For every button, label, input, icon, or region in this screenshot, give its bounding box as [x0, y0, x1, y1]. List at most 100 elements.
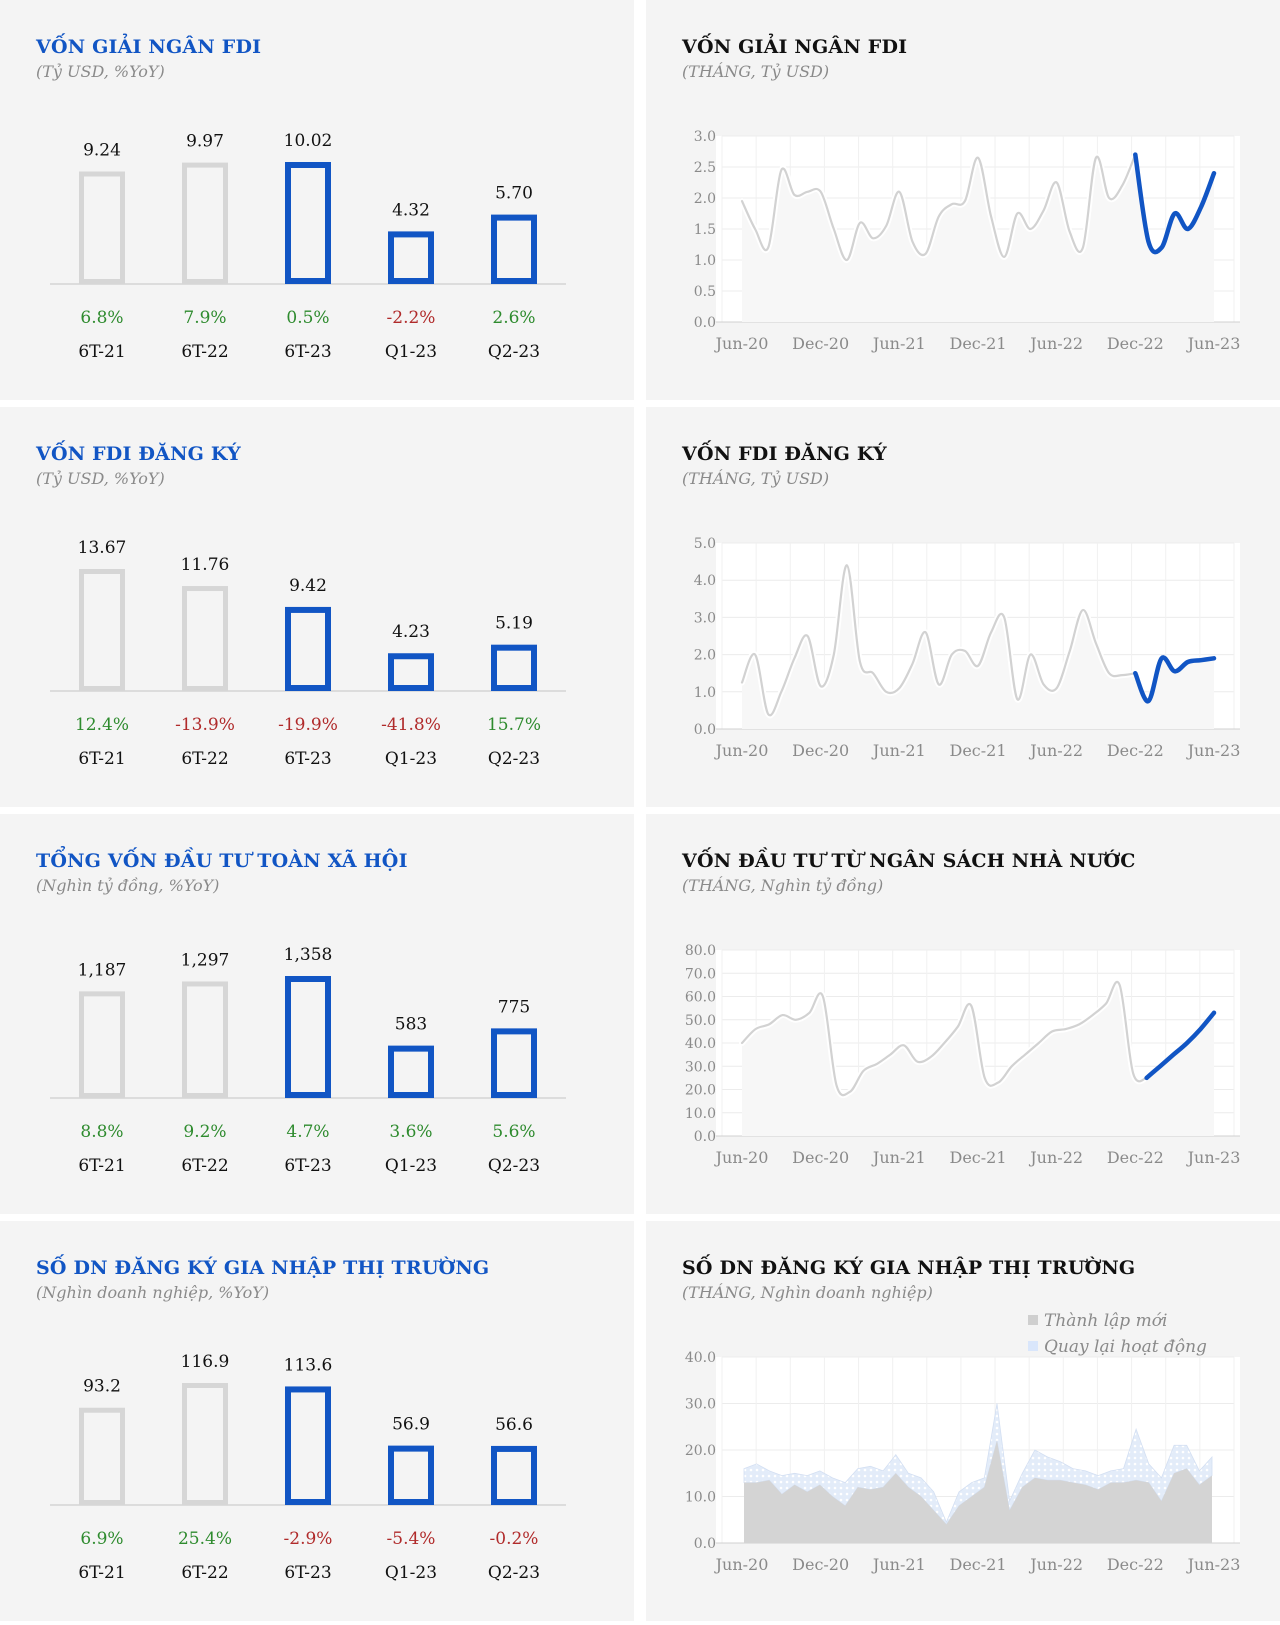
- yoy-label: 6.9%: [80, 1529, 123, 1549]
- left-panel-1: VỐN GIẢI NGÂN FDI (Tỷ USD, %YoY) 9.24 6.8% 6…: [0, 0, 634, 400]
- bar-value-label: 116.9: [181, 1352, 230, 1372]
- panel-subtitle: (THÁNG, Nghìn tỷ đồng): [682, 876, 884, 895]
- bar-value-label: 56.6: [495, 1415, 533, 1435]
- y-tick-label: 30.0: [685, 1397, 716, 1413]
- y-tick-label: 40.0: [685, 1036, 716, 1052]
- x-tick-label: Jun-22: [1028, 1555, 1083, 1574]
- x-tick-label: Dec-22: [1107, 1148, 1164, 1167]
- bar-6t-23: [285, 162, 331, 284]
- x-tick-label: Dec-22: [1107, 741, 1164, 760]
- x-tick-label: Dec-21: [949, 741, 1006, 760]
- y-tick-label: 80.0: [685, 943, 716, 959]
- y-tick-label: 20.0: [685, 1443, 716, 1459]
- panel-title: TỔNG VỐN ĐẦU TƯ TOÀN XÃ HỘI: [36, 850, 408, 872]
- bar-value-label: 1,358: [284, 945, 333, 965]
- panel-subtitle: (Nghìn doanh nghiệp, %YoY): [36, 1283, 270, 1302]
- bar-6t-21: [79, 991, 125, 1099]
- bar-value-label: 9.42: [289, 576, 327, 596]
- category-label: Q1-23: [385, 342, 437, 362]
- panel-subtitle: (THÁNG, Tỷ USD): [682, 62, 830, 81]
- bar-6t-22: [182, 1383, 228, 1505]
- yoy-label: 6.8%: [80, 308, 123, 328]
- bar-q2-23: [491, 644, 537, 692]
- line-area-fill: [742, 152, 1214, 322]
- y-tick-label: 2.5: [694, 160, 716, 176]
- panel-subtitle: (Tỷ USD, %YoY): [36, 469, 165, 488]
- bar-value-label: 9.97: [186, 132, 224, 152]
- x-tick-label: Jun-22: [1028, 334, 1083, 353]
- line-current-series: [1133, 152, 1217, 255]
- category-label: Q2-23: [488, 749, 540, 769]
- panel-title: SỐ DN ĐĂNG KÝ GIA NHẬP THỊ TRƯỜNG: [36, 1257, 490, 1279]
- bar-q1-23: [388, 653, 434, 691]
- bar-value-label: 1,187: [78, 960, 127, 980]
- bar-6t-21: [79, 569, 125, 691]
- x-tick-label: Jun-21: [871, 1555, 926, 1574]
- y-tick-label: 70.0: [685, 966, 716, 982]
- x-tick-label: Dec-22: [1107, 334, 1164, 353]
- bar-value-label: 56.9: [392, 1415, 430, 1435]
- bar-chart: 1,187 8.8% 6T-21 1,297 9.2% 6T-22 1,358 4.7% 6T-…: [50, 945, 566, 1176]
- y-tick-label: 0.0: [694, 722, 716, 738]
- bar-value-label: 10.02: [284, 131, 333, 151]
- left-panel-3: TỔNG VỐN ĐẦU TƯ TOÀN XÃ HỘI (Nghìn tỷ đồn…: [0, 814, 634, 1214]
- category-label: 6T-23: [284, 749, 331, 769]
- bar-value-label: 775: [498, 997, 530, 1017]
- panel-title: VỐN FDI ĐĂNG KÝ: [36, 443, 241, 465]
- y-tick-label: 3.0: [694, 129, 716, 145]
- category-label: 6T-23: [284, 1156, 331, 1176]
- bar-value-label: 583: [395, 1015, 427, 1035]
- right-panel-3: VỐN ĐẦU TƯ TỪ NGÂN SÁCH NHÀ NƯỚC (THÁNG, …: [646, 814, 1280, 1214]
- line-current-series: [1133, 655, 1217, 704]
- category-label: 6T-23: [284, 342, 331, 362]
- bar-chart: 9.24 6.8% 6T-21 9.97 7.9% 6T-22 10.02 0.5% 6T-23…: [50, 131, 566, 362]
- yoy-label: -19.9%: [278, 715, 338, 735]
- x-tick-label: Jun-20: [714, 334, 769, 353]
- y-tick-label: 2.0: [694, 191, 716, 207]
- x-tick-label: Jun-22: [1028, 741, 1083, 760]
- line-past-series: [740, 981, 1148, 1097]
- category-label: 6T-21: [78, 749, 125, 769]
- y-tick-label: 10.0: [685, 1490, 716, 1506]
- category-label: Q1-23: [385, 1156, 437, 1176]
- area-chart: 0.0 10.0 20.0 30.0 40.0 Jun-20 Dec-20 Jun-21 Dec…: [685, 1350, 1241, 1574]
- y-tick-label: 60.0: [685, 990, 716, 1006]
- right-panel-2: VỐN FDI ĐĂNG KÝ (THÁNG, Tỷ USD) 0.0 1.0 2.0 3…: [646, 407, 1280, 807]
- x-tick-label: Jun-23: [1186, 334, 1241, 353]
- x-tick-label: Jun-21: [871, 741, 926, 760]
- panel-title: SỐ DN ĐĂNG KÝ GIA NHẬP THỊ TRƯỜNG: [682, 1257, 1136, 1279]
- x-tick-label: Jun-23: [1186, 1148, 1241, 1167]
- line-chart: 0.0 10.0 20.0 30.0 40.0 50.0 60.0 70.0 80.0 Jun-2…: [685, 943, 1241, 1167]
- y-tick-label: 4.0: [694, 573, 716, 589]
- y-tick-label: 30.0: [685, 1059, 716, 1075]
- bar-value-label: 13.67: [78, 538, 127, 558]
- panel-title: VỐN GIẢI NGÂN FDI: [682, 36, 908, 58]
- x-tick-label: Dec-20: [792, 334, 849, 353]
- left-panel-2: VỐN FDI ĐĂNG KÝ (Tỷ USD, %YoY) 13.67 12.4% 6…: [0, 407, 634, 807]
- yoy-label: 2.6%: [492, 308, 535, 328]
- yoy-label: -13.9%: [175, 715, 235, 735]
- bar-q1-23: [388, 231, 434, 284]
- x-tick-label: Jun-22: [1028, 1148, 1083, 1167]
- panel-title: VỐN GIẢI NGÂN FDI: [36, 36, 262, 58]
- yoy-label: 3.6%: [389, 1122, 432, 1142]
- panel-subtitle: (Nghìn tỷ đồng, %YoY): [36, 876, 220, 895]
- x-tick-label: Jun-20: [714, 1555, 769, 1574]
- category-label: 6T-21: [78, 1156, 125, 1176]
- y-tick-label: 40.0: [685, 1350, 716, 1366]
- y-tick-label: 1.0: [694, 685, 716, 701]
- panel-subtitle: (THÁNG, Tỷ USD): [682, 469, 830, 488]
- x-tick-label: Jun-23: [1186, 1555, 1241, 1574]
- bar-value-label: 4.32: [392, 200, 430, 220]
- yoy-label: -41.8%: [381, 715, 441, 735]
- bar-q1-23: [388, 1045, 434, 1099]
- x-tick-label: Dec-20: [792, 741, 849, 760]
- bar-value-label: 4.23: [392, 622, 430, 642]
- line-chart: 0.0 1.0 2.0 3.0 4.0 5.0 Jun-20 Dec-20 Jun-21 Dec-…: [694, 536, 1241, 760]
- category-label: 6T-22: [181, 749, 228, 769]
- line-chart: 0.0 0.5 1.0 1.5 2.0 2.5 3.0 Jun-20 Dec-20 Jun-21 D…: [694, 129, 1241, 353]
- panel-subtitle: (Tỷ USD, %YoY): [36, 62, 165, 81]
- yoy-label: -0.2%: [490, 1529, 539, 1549]
- bar-chart: 13.67 12.4% 6T-21 11.76 -13.9% 6T-22 9.42 -19.9…: [50, 538, 566, 769]
- legend-label: Quay lại hoạt động: [1044, 1337, 1207, 1357]
